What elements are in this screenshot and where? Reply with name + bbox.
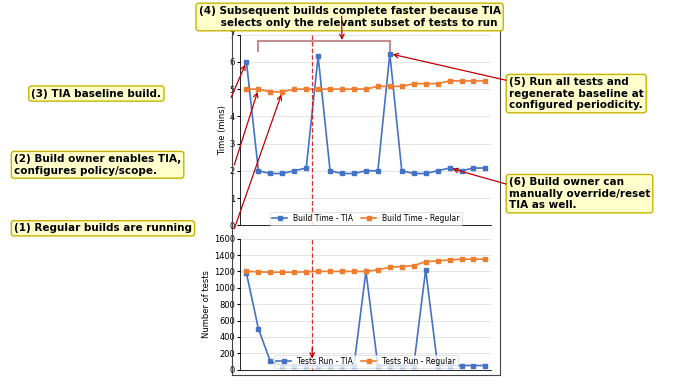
Build Time - TIA: [266, 171, 275, 176]
Build Time - Regular: [290, 87, 298, 91]
Build Time - Regular: [422, 81, 430, 86]
Tests Run - Regular: [434, 258, 442, 263]
Tests Run - Regular: [338, 269, 346, 274]
Build Time - TIA: [374, 169, 382, 173]
Text: (2) Build owner enables TIA,
configures policy/scope.: (2) Build owner enables TIA, configures …: [14, 154, 181, 176]
Tests Run - Regular: [397, 264, 406, 269]
Tests Run - TIA: [481, 363, 489, 368]
Build Time - Regular: [410, 81, 418, 86]
Build Time - Regular: [457, 79, 466, 83]
Line: Build Time - Regular: Build Time - Regular: [244, 79, 488, 94]
Tests Run - Regular: [410, 263, 418, 268]
Line: Build Time - TIA: Build Time - TIA: [244, 51, 488, 176]
Text: (4) Subsequent builds complete faster because TIA
      selects only the relevan: (4) Subsequent builds complete faster be…: [199, 6, 500, 28]
Tests Run - Regular: [326, 269, 335, 274]
Tests Run - Regular: [481, 257, 489, 261]
Tests Run - TIA: [290, 363, 298, 368]
Build Time - TIA: [302, 166, 310, 170]
Tests Run - TIA: [457, 363, 466, 368]
Build Time - Regular: [338, 87, 346, 91]
Tests Run - Regular: [385, 265, 394, 270]
Build Time - Regular: [374, 84, 382, 89]
Legend: Build Time - TIA, Build Time - Regular: Build Time - TIA, Build Time - Regular: [270, 212, 462, 225]
Tests Run - Regular: [445, 258, 454, 262]
Tests Run - Regular: [254, 270, 263, 274]
Text: (5) Run all tests and
regenerate baseline at
configured periodicity.: (5) Run all tests and regenerate baselin…: [509, 77, 643, 110]
Build Time - TIA: [385, 52, 394, 56]
Build Time - Regular: [397, 84, 406, 89]
Build Time - Regular: [326, 87, 335, 91]
Y-axis label: Time (mins): Time (mins): [217, 105, 227, 155]
Build Time - Regular: [266, 89, 275, 94]
Tests Run - Regular: [314, 269, 322, 274]
Text: (6) Build owner can
manually override/reset
TIA as well.: (6) Build owner can manually override/re…: [509, 177, 650, 210]
Build Time - TIA: [254, 169, 263, 173]
Build Time - TIA: [397, 169, 406, 173]
Tests Run - TIA: [362, 269, 370, 274]
Build Time - Regular: [481, 79, 489, 83]
Tests Run - TIA: [243, 271, 251, 275]
Tests Run - Regular: [469, 257, 477, 261]
Tests Run - TIA: [422, 268, 430, 272]
Build Time - TIA: [278, 171, 286, 176]
Build Time - Regular: [385, 84, 394, 89]
Build Time - Regular: [314, 87, 322, 91]
Tests Run - TIA: [434, 363, 442, 368]
Build Time - TIA: [457, 169, 466, 173]
Tests Run - Regular: [362, 269, 370, 274]
Tests Run - Regular: [278, 270, 286, 275]
Build Time - TIA: [314, 54, 322, 59]
Build Time - Regular: [350, 87, 358, 91]
Tests Run - TIA: [374, 363, 382, 368]
Tests Run - TIA: [314, 363, 322, 368]
Build Time - Regular: [434, 81, 442, 86]
Tests Run - TIA: [385, 363, 394, 368]
Build Time - TIA: [422, 171, 430, 176]
Build Time - TIA: [350, 171, 358, 176]
Build Time - TIA: [338, 171, 346, 176]
Tests Run - Regular: [290, 270, 298, 275]
Tests Run - Regular: [302, 270, 310, 274]
Y-axis label: Number of tests: Number of tests: [202, 270, 211, 338]
Tests Run - TIA: [445, 363, 454, 368]
Build Time - Regular: [302, 87, 310, 91]
Tests Run - Regular: [243, 269, 251, 274]
Build Time - TIA: [434, 169, 442, 173]
Build Time - TIA: [362, 169, 370, 173]
Text: (1) Regular builds are running: (1) Regular builds are running: [14, 223, 192, 233]
Tests Run - TIA: [350, 363, 358, 368]
Tests Run - TIA: [302, 363, 310, 368]
Tests Run - TIA: [278, 363, 286, 368]
Build Time - TIA: [469, 166, 477, 170]
Line: Tests Run - Regular: Tests Run - Regular: [244, 257, 488, 275]
Tests Run - TIA: [254, 326, 263, 331]
Tests Run - TIA: [326, 363, 335, 368]
Tests Run - TIA: [397, 363, 406, 368]
Build Time - Regular: [278, 89, 286, 94]
Build Time - Regular: [254, 87, 263, 91]
Tests Run - TIA: [266, 359, 275, 364]
Tests Run - TIA: [469, 363, 477, 368]
Tests Run - Regular: [457, 257, 466, 261]
Tests Run - Regular: [350, 269, 358, 274]
Build Time - TIA: [481, 166, 489, 170]
Tests Run - Regular: [374, 268, 382, 272]
Text: (3) TIA baseline build.: (3) TIA baseline build.: [31, 89, 162, 99]
Tests Run - Regular: [266, 270, 275, 275]
Tests Run - TIA: [410, 363, 418, 368]
Build Time - Regular: [243, 87, 251, 91]
Legend: Tests Run - TIA, Tests Run - Regular: Tests Run - TIA, Tests Run - Regular: [274, 355, 458, 368]
Build Time - TIA: [445, 166, 454, 170]
Tests Run - Regular: [422, 259, 430, 264]
Build Time - TIA: [290, 169, 298, 173]
Build Time - TIA: [410, 171, 418, 176]
Line: Tests Run - TIA: Tests Run - TIA: [244, 267, 488, 368]
Build Time - TIA: [326, 169, 335, 173]
Build Time - Regular: [469, 79, 477, 83]
Build Time - TIA: [243, 60, 251, 64]
Build Time - Regular: [445, 79, 454, 83]
Build Time - Regular: [362, 87, 370, 91]
Tests Run - TIA: [338, 363, 346, 368]
